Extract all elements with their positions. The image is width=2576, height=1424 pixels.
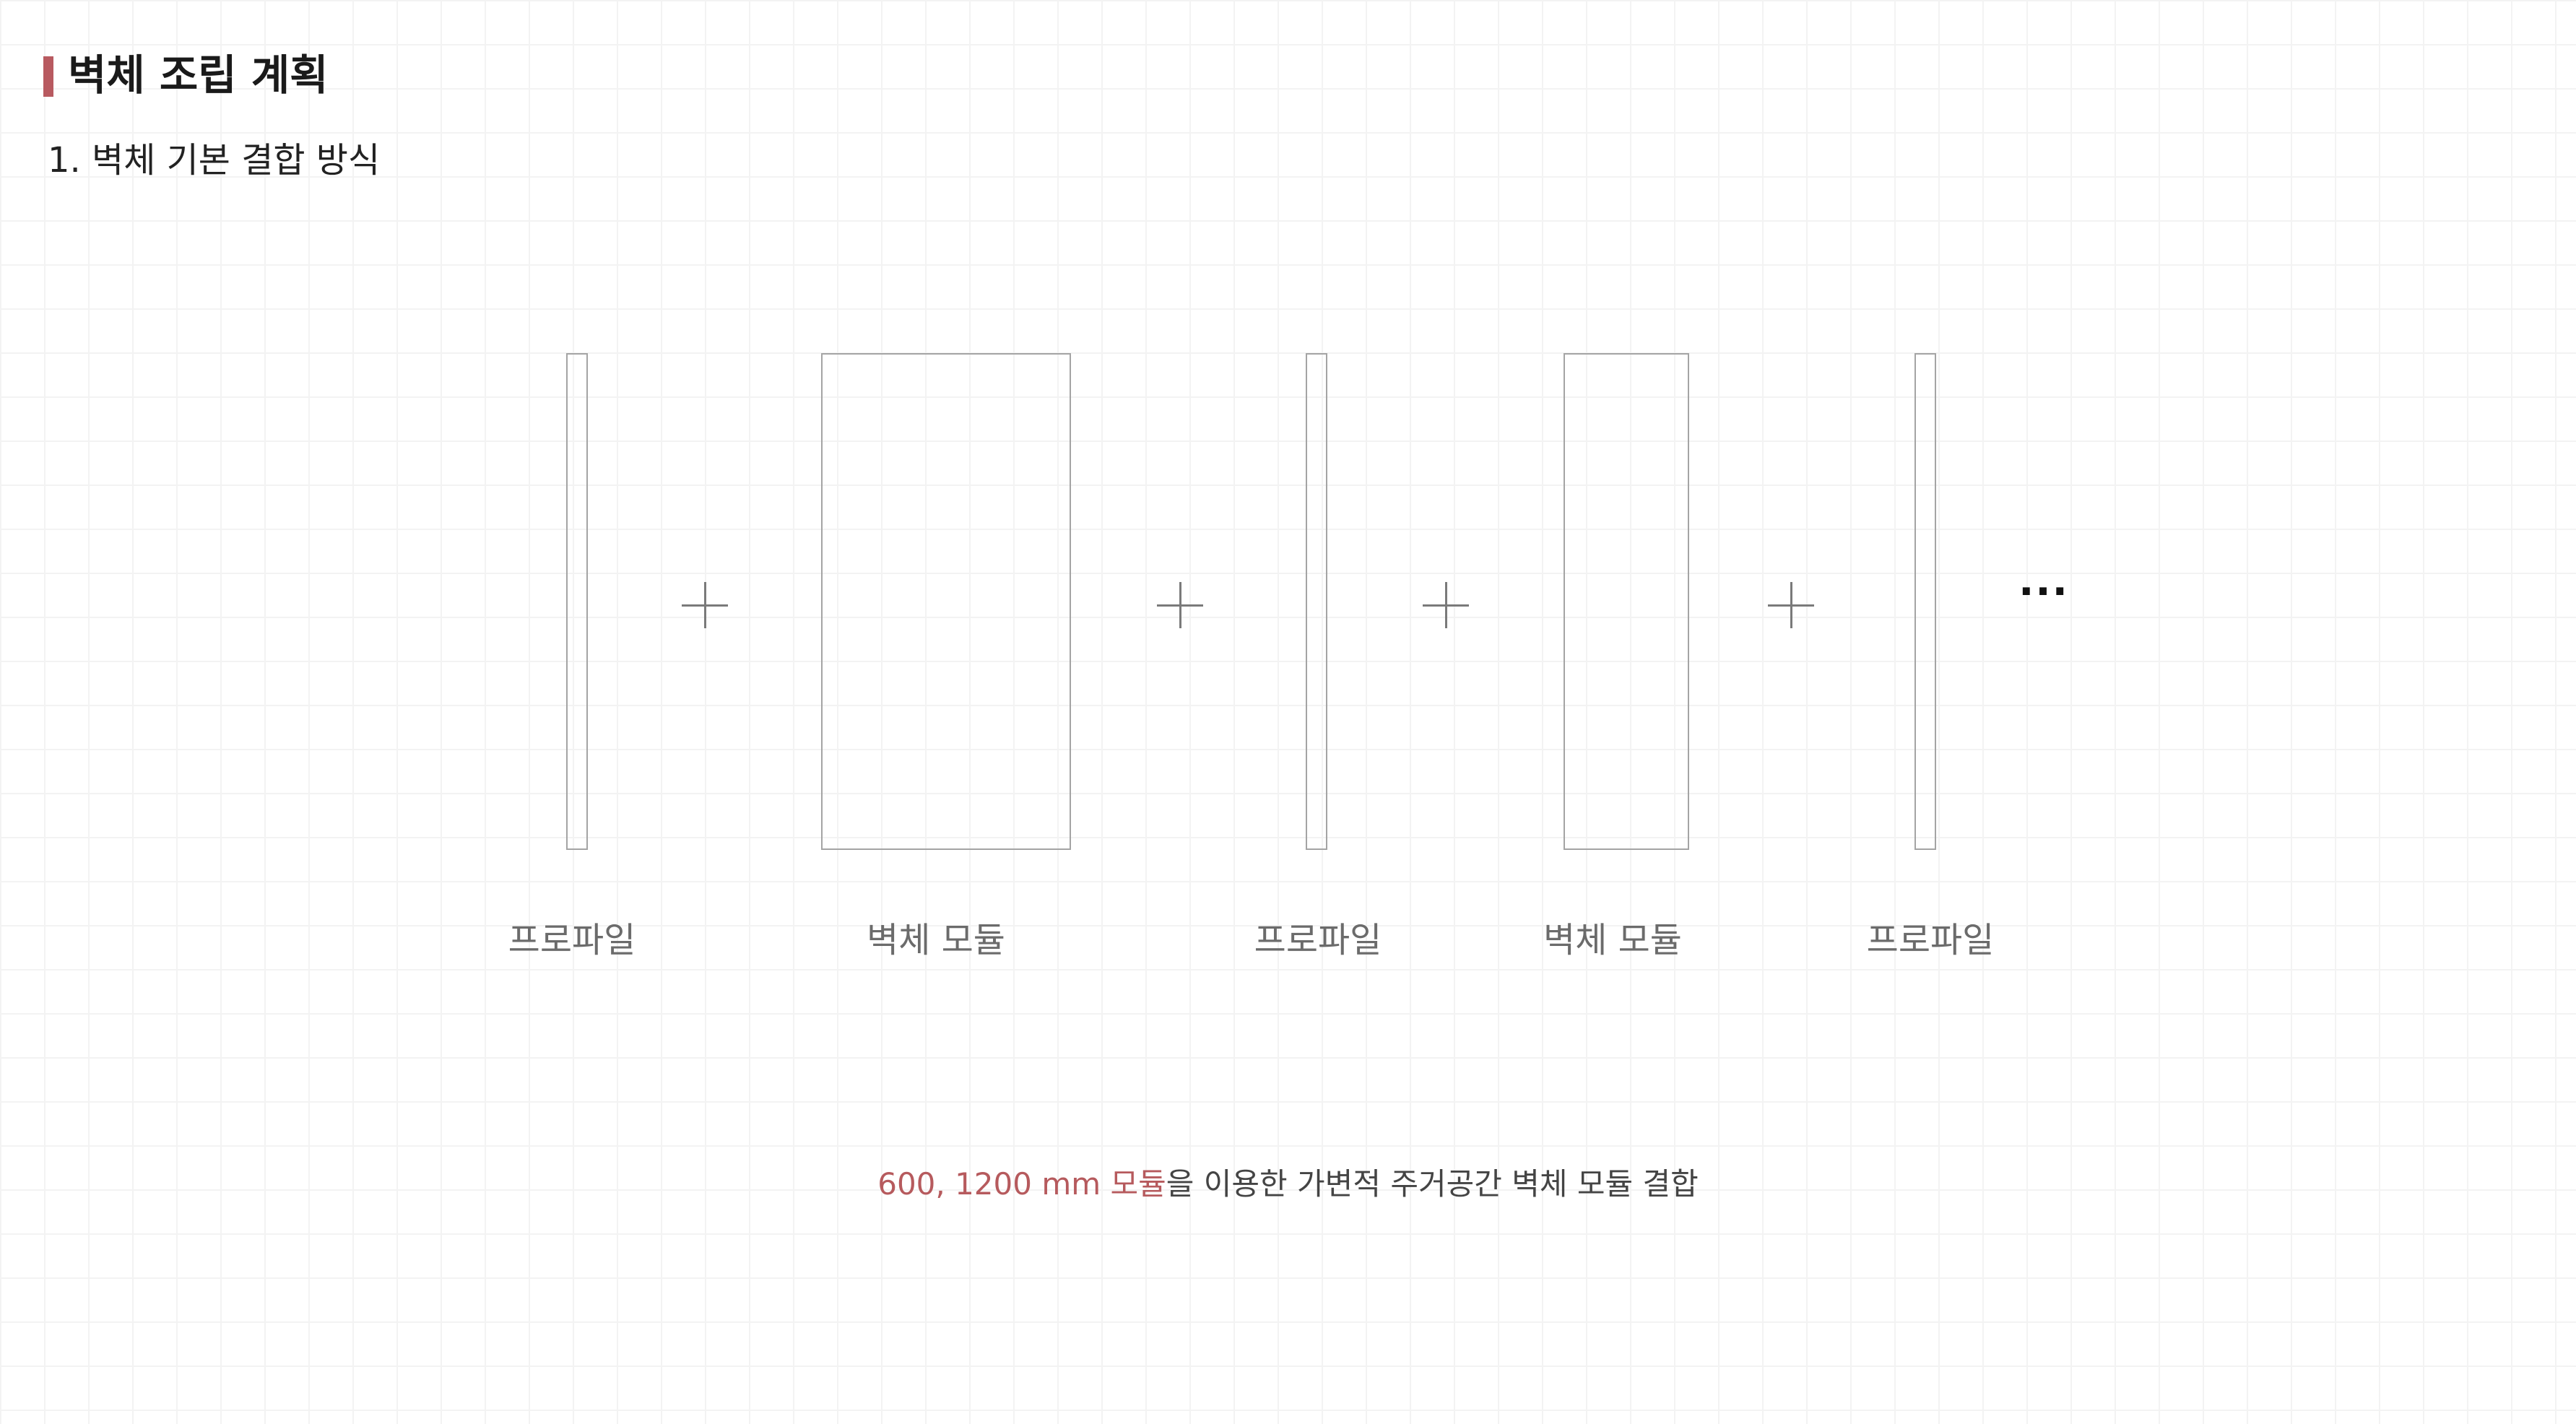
page-title: 벽체 조립 계획: [68, 51, 329, 100]
diagram-caption: 600, 1200 mm 모듈을 이용한 가변적 주거공간 벽체 모듈 결합: [0, 1164, 2576, 1204]
section-subtitle: 1. 벽체 기본 결합 방식: [48, 140, 381, 181]
wall-module-label: 벽체 모듈: [1543, 920, 1682, 960]
plus-icon: [1423, 582, 1469, 628]
wall-module-panel-1200: [821, 353, 1071, 850]
plus-icon: [1768, 582, 1814, 628]
profile-panel-3: [1914, 353, 1936, 850]
wall-module-label: 벽체 모듈: [867, 920, 1005, 960]
continuation-ellipsis: ···: [2018, 568, 2069, 615]
caption-text: 을 이용한 가변적 주거공간 벽체 모듈 결합: [1166, 1166, 1699, 1202]
caption-highlight: 600, 1200 mm 모듈: [877, 1166, 1166, 1202]
plus-icon: [682, 582, 728, 628]
profile-panel-1: [566, 353, 588, 850]
profile-panel-2: [1306, 353, 1327, 850]
title-accent-bar: [43, 56, 53, 97]
plus-icon: [1157, 582, 1203, 628]
profile-label: 프로파일: [1254, 920, 1382, 960]
profile-label: 프로파일: [508, 920, 636, 960]
wall-module-panel-600: [1564, 353, 1689, 850]
profile-label: 프로파일: [1866, 920, 1995, 960]
